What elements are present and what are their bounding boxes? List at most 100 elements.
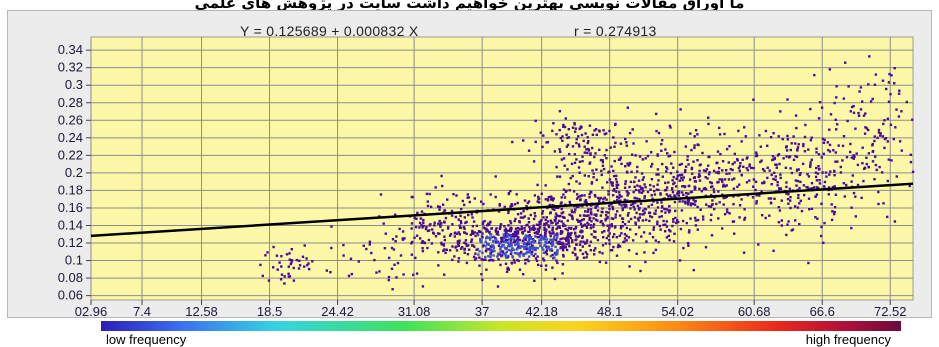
data-point (754, 151, 758, 154)
data-point (713, 207, 716, 211)
data-point (874, 73, 878, 76)
data-point (738, 164, 742, 168)
data-point (640, 172, 644, 175)
data-point (576, 256, 579, 259)
data-point (555, 227, 558, 231)
data-point (587, 149, 591, 152)
data-point (834, 151, 837, 154)
data-point (512, 258, 516, 262)
data-point (532, 160, 536, 163)
data-point (477, 253, 480, 256)
data-point (537, 195, 540, 199)
data-point (593, 193, 597, 197)
data-point (429, 223, 432, 226)
data-point (668, 205, 671, 208)
data-point (669, 194, 672, 197)
data-point (520, 228, 524, 231)
data-point (845, 156, 849, 159)
data-point (678, 174, 681, 177)
data-point (347, 274, 351, 278)
data-point (516, 230, 520, 233)
data-point (686, 242, 690, 245)
data-point (422, 224, 425, 228)
data-point (503, 229, 506, 232)
data-point (562, 157, 566, 160)
data-point (574, 208, 577, 211)
data-point (674, 216, 677, 220)
data-point (607, 193, 610, 196)
data-point (503, 236, 506, 240)
data-point (833, 174, 836, 177)
data-point (577, 143, 581, 146)
data-point (685, 221, 688, 225)
data-point (693, 176, 697, 179)
data-point (476, 247, 480, 251)
data-point (694, 199, 697, 203)
data-point (443, 209, 447, 212)
data-point (420, 241, 424, 244)
data-point (742, 251, 746, 254)
data-point (869, 100, 873, 103)
data-point (285, 253, 289, 256)
data-point (507, 254, 510, 258)
data-point (528, 230, 531, 233)
data-point (575, 197, 579, 200)
data-point (529, 235, 533, 239)
data-point (809, 165, 812, 168)
data-point (816, 172, 820, 175)
data-point (579, 198, 582, 202)
data-point (624, 180, 627, 183)
data-point (657, 173, 660, 176)
data-point (854, 215, 857, 218)
data-point (478, 256, 481, 259)
data-point (604, 219, 607, 222)
data-point (770, 173, 773, 177)
data-point (668, 211, 671, 214)
data-point (656, 168, 660, 171)
data-point (766, 144, 769, 147)
data-point (830, 218, 834, 222)
data-point (460, 207, 463, 211)
data-point (604, 261, 608, 264)
data-point (657, 131, 661, 135)
data-point (568, 200, 571, 204)
data-point (877, 131, 881, 134)
data-point (684, 165, 688, 168)
data-point (509, 222, 513, 225)
data-point (794, 114, 798, 117)
data-point (807, 148, 810, 151)
data-point (608, 239, 611, 242)
data-point (721, 169, 724, 172)
data-point (841, 144, 845, 148)
data-point (536, 227, 539, 231)
data-point (551, 253, 554, 257)
data-point (823, 180, 827, 184)
data-point (508, 229, 511, 232)
data-point (606, 224, 609, 227)
data-point (797, 196, 800, 200)
data-point (655, 112, 658, 116)
data-point (621, 207, 624, 210)
data-point (462, 226, 466, 229)
data-point (770, 183, 773, 186)
y-axis: 0.060.080.10.120.140.160.180.20.220.240.… (58, 42, 91, 303)
data-point (774, 175, 777, 178)
data-point (613, 200, 616, 203)
data-point (523, 246, 526, 249)
data-point (610, 203, 613, 206)
data-point (549, 242, 553, 245)
data-point (567, 238, 570, 242)
data-point (684, 200, 687, 203)
data-point (823, 221, 826, 225)
data-point (818, 179, 821, 182)
data-point (865, 156, 868, 159)
data-point (876, 136, 879, 140)
data-point (394, 240, 397, 243)
data-point (656, 183, 659, 186)
data-point (740, 198, 743, 201)
data-point (729, 167, 732, 171)
data-point (551, 226, 554, 229)
data-point (650, 165, 653, 168)
data-point (566, 136, 569, 140)
data-point (624, 182, 627, 186)
